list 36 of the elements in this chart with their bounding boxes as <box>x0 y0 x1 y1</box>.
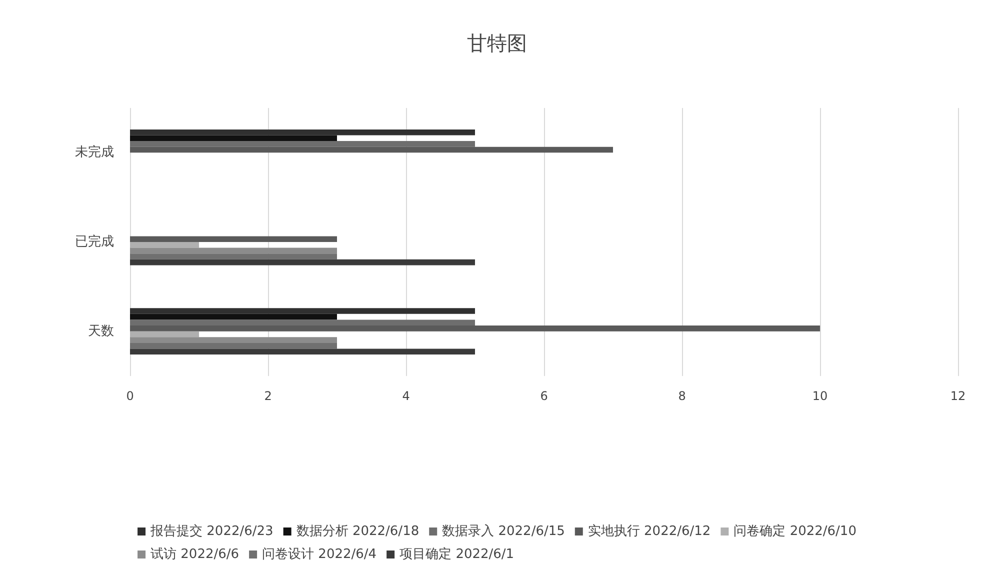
legend-label: 实地执行 2022/6/12 <box>588 524 711 539</box>
bar <box>130 331 199 338</box>
bar <box>130 141 475 147</box>
legend-label: 问卷设计 2022/6/4 <box>262 547 377 562</box>
bar <box>130 242 199 248</box>
bar <box>130 348 475 355</box>
bar <box>130 337 337 343</box>
bar <box>130 308 475 314</box>
bar <box>130 146 613 153</box>
bar <box>130 326 820 332</box>
legend-label: 数据录入 2022/6/15 <box>442 524 565 539</box>
bar <box>130 254 337 260</box>
chart-title: 甘特图 <box>467 31 527 55</box>
bar <box>130 342 337 349</box>
bar <box>130 129 475 136</box>
y-tick-label: 未完成 <box>75 144 114 160</box>
legend-label: 数据分析 2022/6/18 <box>296 524 420 539</box>
x-tick-label: 4 <box>402 389 410 403</box>
x-tick-label: 2 <box>264 389 272 403</box>
x-tick-label: 6 <box>540 389 548 403</box>
y-tick-label: 天数 <box>88 324 114 339</box>
legend-label: 试访 2022/6/6 <box>150 546 240 562</box>
bar <box>130 135 337 142</box>
legend-label: 项目确定 2022/6/1 <box>400 547 514 562</box>
x-tick-label: 12 <box>950 389 966 403</box>
x-tick-label: 0 <box>126 389 134 403</box>
bar <box>130 236 337 242</box>
legend-label: 问卷确定 2022/6/10 <box>734 524 856 539</box>
bar <box>130 248 337 254</box>
bar <box>130 320 475 326</box>
bar <box>130 259 475 266</box>
legend-label: 报告提交 2022/6/23 <box>150 523 274 539</box>
x-tick-label: 10 <box>812 389 828 403</box>
x-tick-label: 8 <box>678 389 686 403</box>
bar <box>130 314 337 320</box>
y-tick-label: 已完成 <box>75 234 114 250</box>
